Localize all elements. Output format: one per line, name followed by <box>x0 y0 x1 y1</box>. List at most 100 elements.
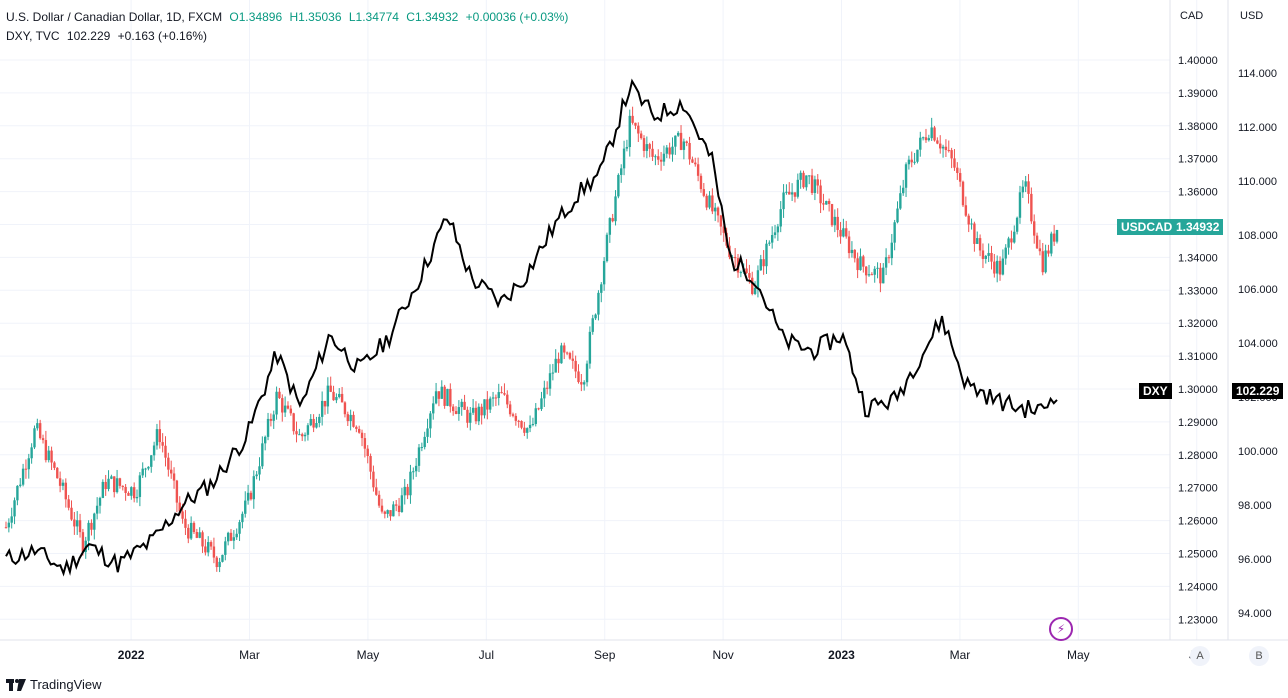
candle-body <box>748 273 751 278</box>
lightning-icon[interactable]: ⚡ <box>1049 617 1073 641</box>
candle <box>56 466 59 479</box>
candle-body <box>73 519 76 527</box>
candle <box>409 464 412 504</box>
candle-body <box>582 382 586 385</box>
candle-body <box>47 450 50 461</box>
candle-body <box>195 532 199 538</box>
tradingview-logo[interactable]: TradingView <box>6 677 102 692</box>
dxy-line <box>5 78 1058 577</box>
candle-body <box>232 537 236 541</box>
candle-body <box>332 391 335 401</box>
cad-tick-label: 1.40000 <box>1178 55 1218 67</box>
candle <box>73 511 76 535</box>
candle <box>978 234 982 257</box>
legend-dxy-symbol[interactable]: DXY, TVC <box>6 29 60 43</box>
candle-body <box>121 485 124 487</box>
candle-body <box>958 173 962 182</box>
candle-body <box>768 242 771 244</box>
candle <box>275 386 278 420</box>
auto-scale-button[interactable]: A <box>1190 646 1210 666</box>
candle-body <box>340 393 344 403</box>
candle <box>172 467 176 489</box>
candle-body <box>275 391 278 415</box>
candle <box>634 122 637 130</box>
candle <box>714 202 717 222</box>
candle <box>340 386 344 403</box>
candle <box>739 270 743 278</box>
candle-body <box>882 267 885 284</box>
candle-body <box>221 554 224 562</box>
candle <box>449 383 452 413</box>
candle <box>101 479 105 499</box>
candle-body <box>417 447 421 466</box>
candle-body <box>107 478 110 490</box>
candle-body <box>534 408 537 424</box>
candle-body <box>964 205 968 216</box>
candle <box>691 156 694 164</box>
candle <box>913 152 916 165</box>
candle <box>1047 244 1050 257</box>
usd-tick-label: 110.000 <box>1238 176 1277 188</box>
candle-body <box>90 522 93 530</box>
candle-body <box>790 192 794 195</box>
legend-symbol[interactable]: U.S. Dollar / Canadian Dollar, 1D, FXCM <box>6 10 223 24</box>
candle-body <box>961 181 965 206</box>
candle-body <box>990 252 993 262</box>
candle-body <box>973 223 976 244</box>
candle-body <box>497 392 500 399</box>
log-scale-button[interactable]: B <box>1249 646 1269 666</box>
candle <box>998 256 1002 281</box>
candle <box>568 351 572 360</box>
candle-body <box>372 471 375 488</box>
candle <box>788 182 791 195</box>
candle <box>169 460 173 479</box>
candle <box>201 530 204 553</box>
candle-body <box>571 358 574 361</box>
candle <box>651 140 654 162</box>
time-tick-label: Jul <box>479 648 494 662</box>
candle-body <box>995 260 999 274</box>
candle-body <box>722 226 725 233</box>
candle-body <box>386 510 389 514</box>
candle-body <box>434 391 438 404</box>
candle <box>605 232 609 263</box>
candle <box>941 144 945 158</box>
candle-body <box>241 513 244 523</box>
candle <box>879 263 882 293</box>
candle-body <box>947 150 950 152</box>
candle <box>642 135 646 158</box>
candle-body <box>295 431 298 435</box>
candle <box>147 466 150 471</box>
candle <box>508 400 512 417</box>
candle-body <box>318 416 321 424</box>
candle <box>810 168 814 196</box>
candle-body <box>563 345 566 353</box>
candle <box>224 536 227 561</box>
candle-body <box>392 504 395 517</box>
legend-change: +0.00036 (+0.03%) <box>465 10 569 24</box>
candle <box>366 445 369 464</box>
candle-body <box>941 146 945 149</box>
candle <box>215 555 218 572</box>
candle <box>645 136 649 159</box>
candle <box>594 313 597 321</box>
candle-body <box>827 200 831 205</box>
candle-body <box>463 401 466 410</box>
candle <box>560 342 563 364</box>
candle-body <box>600 284 603 293</box>
candle-body <box>893 222 896 243</box>
candle-body <box>19 484 22 486</box>
candle <box>246 484 250 505</box>
candle-body <box>745 268 748 274</box>
candle <box>412 467 415 480</box>
candle <box>625 139 629 152</box>
candle <box>580 374 583 392</box>
candle <box>352 411 355 428</box>
candle-body <box>98 497 102 506</box>
candle-body <box>753 287 757 294</box>
candle <box>95 497 99 520</box>
candle-body <box>158 429 162 443</box>
candle-body <box>246 492 250 501</box>
candle <box>762 250 765 275</box>
candle-body <box>708 195 711 208</box>
